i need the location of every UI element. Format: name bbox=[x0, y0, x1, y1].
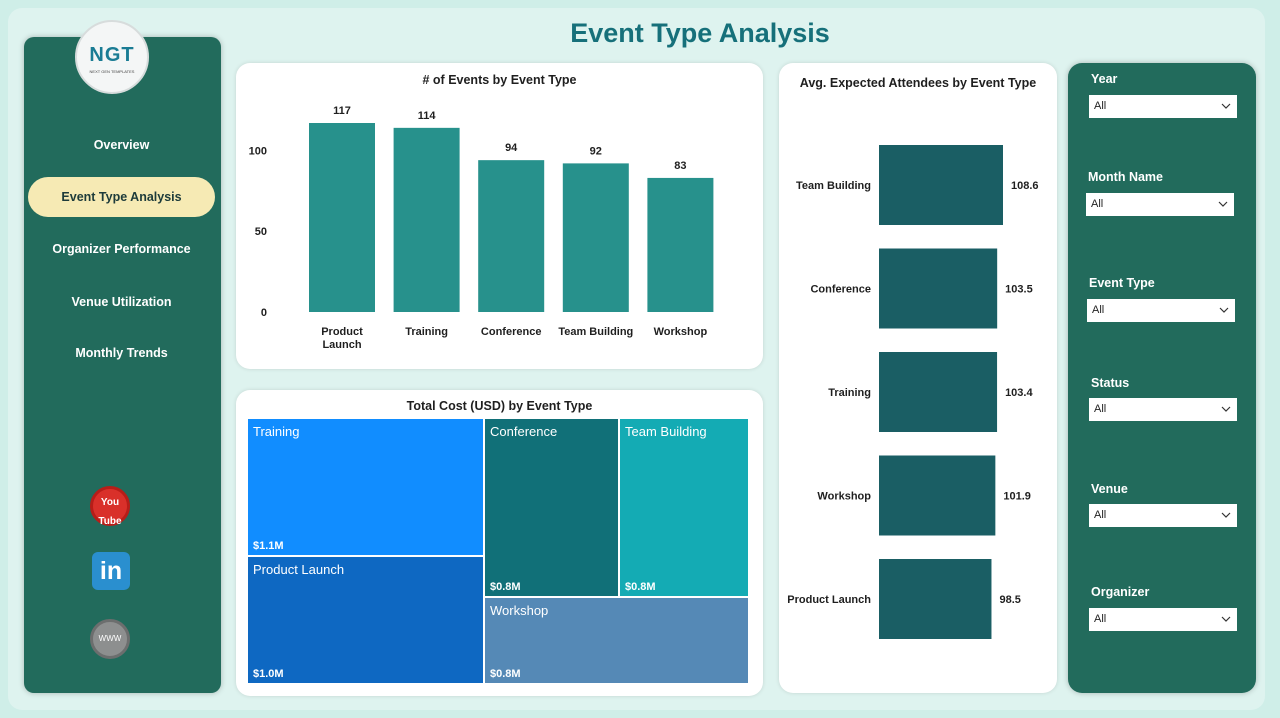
treemap-cell-value: $0.8M bbox=[490, 581, 521, 593]
attendees-bar-chart: Team Building 108.6 Conference 103.5 Trainin… bbox=[787, 145, 1039, 639]
x-tick-label: Training bbox=[405, 326, 448, 338]
chevron-down-icon bbox=[1221, 406, 1231, 412]
data-label: 103.5 bbox=[1005, 284, 1033, 296]
filter-panel bbox=[1068, 63, 1256, 693]
treemap-cell-team-building[interactable]: Team Building $0.8M bbox=[619, 418, 749, 597]
filter-select-year[interactable]: All bbox=[1089, 95, 1237, 118]
y-tick-label: 0 bbox=[261, 307, 267, 319]
youtube-label-1: You bbox=[100, 497, 120, 508]
nav-item-overview[interactable]: Overview bbox=[93, 138, 150, 152]
y-tick-label: Team Building bbox=[796, 180, 871, 192]
events-by-type-card: # of Events by Event Type 0 50 100 117 Produ… bbox=[236, 63, 763, 369]
avg-attendees-card: Avg. Expected Attendees by Event Type Te… bbox=[779, 63, 1057, 693]
hbar-conference[interactable] bbox=[879, 248, 998, 329]
treemap-cell-product-launch[interactable]: Product Launch $1.0M bbox=[247, 556, 484, 684]
hbar-team-building[interactable] bbox=[879, 145, 1003, 225]
filter-select-status[interactable]: All bbox=[1089, 398, 1237, 421]
data-label: 92 bbox=[590, 145, 602, 157]
treemap-cell-value: $0.8M bbox=[490, 668, 521, 680]
treemap-cell-training[interactable]: Training $1.1M bbox=[247, 418, 484, 556]
treemap-cell-conference[interactable]: Conference $0.8M bbox=[484, 418, 619, 597]
x-tick-label: Team Building bbox=[558, 326, 633, 338]
filter-label-organizer: Organizer bbox=[1091, 585, 1150, 599]
y-tick-label: Product Launch bbox=[787, 594, 871, 606]
data-label: 108.6 bbox=[1011, 180, 1039, 192]
treemap-cell-value: $0.8M bbox=[625, 581, 656, 593]
y-tick-label: Workshop bbox=[817, 491, 871, 503]
bar-team-building[interactable] bbox=[562, 163, 629, 312]
page-title: Event Type Analysis bbox=[570, 18, 830, 48]
nav-item-event-type-analysis[interactable]: Event Type Analysis bbox=[28, 177, 215, 217]
logo: NGT NEXT GEN TEMPLATES bbox=[75, 20, 149, 94]
linkedin-icon[interactable]: in bbox=[92, 552, 130, 590]
attendees-chart-title: Avg. Expected Attendees by Event Type bbox=[799, 76, 1037, 90]
filter-select-value: All bbox=[1094, 403, 1107, 415]
data-label: 117 bbox=[333, 105, 351, 117]
data-label: 98.5 bbox=[999, 594, 1020, 606]
treemap-cell-workshop[interactable]: Workshop $0.8M bbox=[484, 597, 749, 684]
filter-label-status: Status bbox=[1091, 376, 1130, 390]
logo-subtitle: NEXT GEN TEMPLATES bbox=[89, 69, 135, 74]
chevron-down-icon bbox=[1218, 201, 1228, 207]
bar-training[interactable] bbox=[393, 127, 460, 312]
filter-select-value: All bbox=[1091, 198, 1104, 210]
total-cost-card: Total Cost (USD) by Event Type Training $… bbox=[236, 390, 763, 696]
events-chart-title: # of Events by Event Type bbox=[422, 73, 577, 87]
chevron-down-icon bbox=[1221, 512, 1231, 518]
filter-label-venue: Venue bbox=[1091, 482, 1128, 496]
y-tick-label: 100 bbox=[249, 145, 267, 157]
hbar-training[interactable] bbox=[879, 352, 998, 432]
data-label: 101.9 bbox=[1003, 491, 1031, 503]
filter-select-value: All bbox=[1094, 613, 1107, 625]
chevron-down-icon bbox=[1221, 103, 1231, 109]
treemap-cell-label: Product Launch bbox=[253, 562, 345, 577]
chevron-down-icon bbox=[1221, 616, 1231, 622]
filter-select-value: All bbox=[1092, 304, 1105, 316]
bar-workshop[interactable] bbox=[647, 177, 714, 312]
treemap-cell-label: Training bbox=[253, 424, 300, 439]
globe-icon[interactable]: WWW bbox=[90, 619, 130, 659]
treemap-cell-label: Workshop bbox=[490, 603, 549, 618]
x-tick-label: Conference bbox=[481, 326, 542, 338]
data-label: 114 bbox=[418, 110, 437, 122]
filter-select-value: All bbox=[1094, 509, 1107, 521]
filter-select-venue[interactable]: All bbox=[1089, 504, 1237, 527]
nav-item-organizer-performance[interactable]: Organizer Performance bbox=[52, 242, 191, 256]
x-tick-label: Launch bbox=[322, 339, 361, 351]
treemap-cell-label: Conference bbox=[490, 424, 558, 439]
treemap: Training $1.1M Product Launch $1.0M Conferen… bbox=[247, 418, 749, 684]
logo-text: NGT bbox=[89, 44, 135, 66]
filter-label-month-name: Month Name bbox=[1088, 170, 1163, 184]
hbar-product-launch[interactable] bbox=[879, 559, 992, 639]
youtube-label-2: Tube bbox=[98, 516, 122, 527]
x-tick-label: Workshop bbox=[654, 326, 708, 338]
data-label: 103.4 bbox=[1005, 387, 1033, 399]
treemap-title: Total Cost (USD) by Event Type bbox=[406, 399, 593, 413]
y-tick-label: Training bbox=[828, 387, 871, 399]
x-tick-label: Product bbox=[321, 326, 363, 338]
filter-select-event-type[interactable]: All bbox=[1087, 299, 1235, 322]
youtube-icon[interactable]: You Tube bbox=[90, 486, 130, 527]
bar-product-launch[interactable] bbox=[309, 123, 375, 312]
hbar-workshop[interactable] bbox=[879, 455, 996, 536]
y-tick-label: Conference bbox=[810, 284, 871, 296]
y-tick-label: 50 bbox=[255, 226, 267, 238]
treemap-cell-value: $1.1M bbox=[253, 540, 284, 552]
data-label: 83 bbox=[674, 160, 686, 172]
chevron-down-icon bbox=[1219, 307, 1229, 313]
nav-item-monthly-trends[interactable]: Monthly Trends bbox=[75, 346, 168, 360]
data-label: 94 bbox=[505, 142, 518, 154]
bar-conference[interactable] bbox=[478, 160, 545, 312]
filter-select-organizer[interactable]: All bbox=[1089, 608, 1237, 631]
filter-select-month-name[interactable]: All bbox=[1086, 193, 1234, 216]
filter-label-year: Year bbox=[1091, 72, 1118, 86]
filter-label-event-type: Event Type bbox=[1089, 276, 1155, 290]
treemap-cell-value: $1.0M bbox=[253, 668, 284, 680]
treemap-cell-label: Team Building bbox=[625, 424, 707, 439]
nav-item-venue-utilization[interactable]: Venue Utilization bbox=[71, 295, 172, 309]
filter-select-value: All bbox=[1094, 100, 1107, 112]
